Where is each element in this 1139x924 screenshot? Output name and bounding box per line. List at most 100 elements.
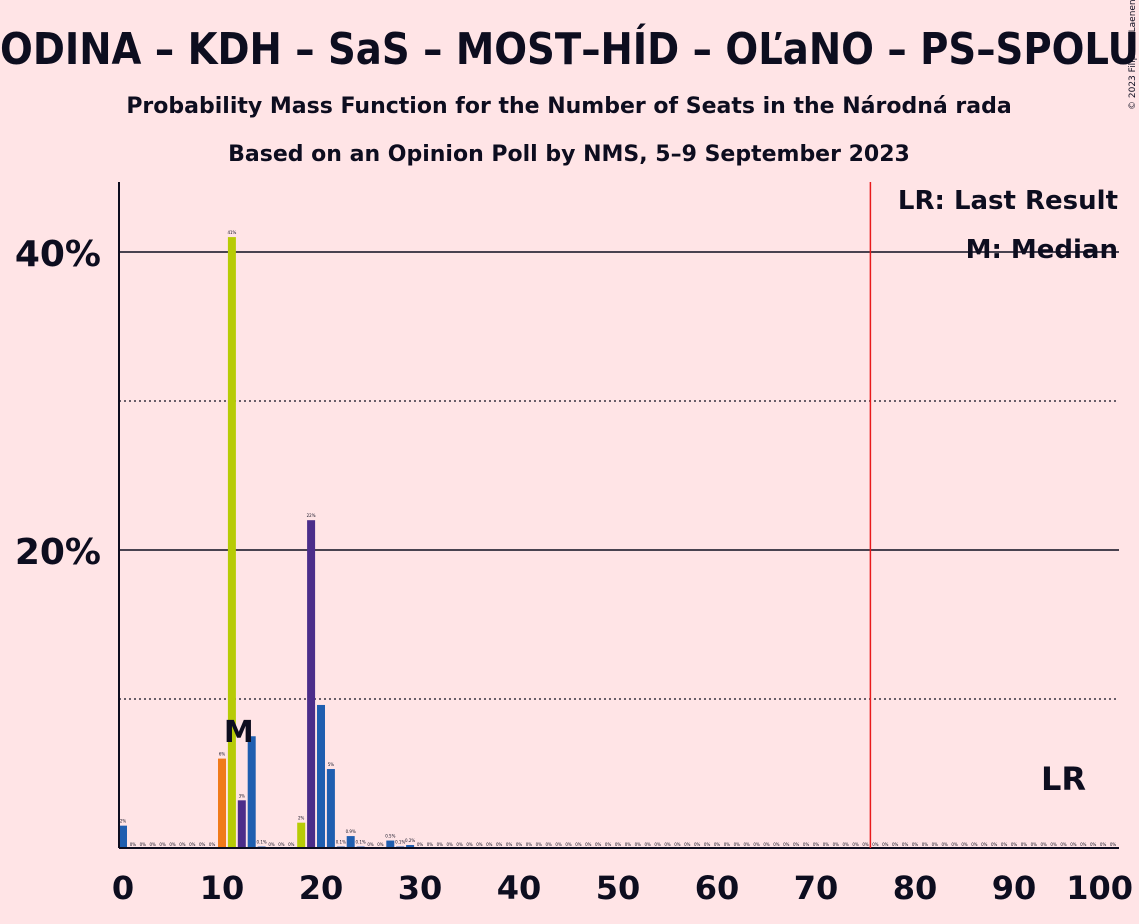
y-tick-label: 20% <box>15 532 101 573</box>
zero-data-label: 0% <box>447 842 454 847</box>
zero-data-label: 0% <box>209 842 216 847</box>
zero-data-label: 0% <box>437 842 444 847</box>
x-tick-label: 40 <box>497 869 542 907</box>
bar-data-label: 5% <box>328 762 335 767</box>
zero-data-label: 0% <box>268 842 275 847</box>
seat-bar <box>237 800 246 848</box>
seat-bar <box>119 825 127 848</box>
seat-bar <box>406 845 415 848</box>
zero-data-label: 0% <box>872 842 879 847</box>
zero-data-label: 0% <box>130 842 137 847</box>
x-tick-label: 100 <box>1066 869 1133 907</box>
x-tick-label: 20 <box>299 869 344 907</box>
seat-bar <box>227 237 236 849</box>
bar-data-label: 0.1% <box>395 840 405 845</box>
zero-data-label: 0% <box>862 842 869 847</box>
zero-data-label: 0% <box>833 842 840 847</box>
zero-data-label: 0% <box>189 842 196 847</box>
zero-data-label: 0% <box>664 842 671 847</box>
zero-data-label: 0% <box>1090 842 1097 847</box>
zero-data-label: 0% <box>744 842 751 847</box>
zero-data-label: 0% <box>654 842 661 847</box>
legend-median: M: Median <box>966 235 1118 265</box>
zero-data-label: 0% <box>150 842 157 847</box>
zero-data-label: 0% <box>565 842 572 847</box>
zero-data-label: 0% <box>288 842 295 847</box>
bar-data-label: 2% <box>298 816 305 821</box>
x-tick-label: 30 <box>398 869 443 907</box>
zero-data-label: 0% <box>1070 842 1077 847</box>
zero-data-label: 0% <box>981 842 988 847</box>
zero-data-label: 0% <box>843 842 850 847</box>
seat-bar <box>317 704 325 848</box>
zero-data-label: 0% <box>546 842 553 847</box>
x-tick-labels: 0 10 20 30 40 50 60 70 80 90 100 <box>112 869 1133 907</box>
zero-data-label: 0% <box>694 842 701 847</box>
zero-data-label: 0% <box>526 842 533 847</box>
gridlines <box>119 251 1119 700</box>
zero-data-label: 0% <box>773 842 780 847</box>
median-marker: M <box>224 715 254 750</box>
bar-data-label: 41% <box>227 230 236 235</box>
bar-data-label: 0.1% <box>356 840 366 845</box>
x-tick-label: 80 <box>893 869 938 907</box>
zero-data-label: 0% <box>991 842 998 847</box>
zero-data-label: 0% <box>575 842 582 847</box>
copyright-text: © 2023 Filip van Laenen <box>1128 0 1138 110</box>
zero-data-label: 0% <box>753 842 760 847</box>
bar-data-label: 3% <box>239 793 246 798</box>
zero-data-label: 0% <box>882 842 889 847</box>
seat-bar <box>297 822 306 848</box>
zero-data-label: 0% <box>159 842 166 847</box>
bar-data-labels: 2%6%41%3%0.1%2%22%5%0.1%0.9%0.1%0.5%0.1%… <box>120 230 416 844</box>
zero-data-label: 0% <box>1031 842 1038 847</box>
zero-data-label: 0% <box>466 842 473 847</box>
seat-bar <box>247 736 256 848</box>
zero-data-label: 0% <box>1050 842 1057 847</box>
chart-subtitle-poll: Based on an Opinion Poll by NMS, 5–9 Sep… <box>228 142 910 167</box>
last-result-marker: LR <box>1041 760 1086 798</box>
zero-data-label: 0% <box>377 842 384 847</box>
zero-data-label: 0% <box>1001 842 1008 847</box>
zero-data-label: 0% <box>961 842 968 847</box>
zero-data-label: 0% <box>684 842 691 847</box>
zero-data-label: 0% <box>1110 842 1117 847</box>
x-tick-label: 50 <box>596 869 641 907</box>
zero-data-label: 0% <box>823 842 830 847</box>
zero-data-label: 0% <box>367 842 374 847</box>
zero-data-label: 0% <box>140 842 147 847</box>
seat-bar <box>218 758 226 848</box>
zero-data-label: 0% <box>1041 842 1048 847</box>
zero-data-label: 0% <box>179 842 186 847</box>
bar-data-label: 0.2% <box>405 838 415 843</box>
zero-data-label: 0% <box>555 842 562 847</box>
zero-data-label: 0% <box>763 842 770 847</box>
zero-data-label: 0% <box>427 842 434 847</box>
zero-data-label: 0% <box>496 842 503 847</box>
zero-data-label: 0% <box>734 842 741 847</box>
zero-data-label: 0% <box>932 842 939 847</box>
chart-subtitle: Probability Mass Function for the Number… <box>126 94 1011 119</box>
zero-data-label: 0% <box>803 842 810 847</box>
zero-data-label: 0% <box>704 842 711 847</box>
zero-data-label: 0% <box>942 842 949 847</box>
zero-data-label: 0% <box>635 842 642 847</box>
zero-data-label: 0% <box>645 842 652 847</box>
bar-data-label: 0.1% <box>336 840 346 845</box>
y-tick-labels: 20% 40% <box>15 234 101 573</box>
x-tick-label: 90 <box>992 869 1037 907</box>
zero-data-label: 0% <box>1100 842 1107 847</box>
zero-data-label: 0% <box>724 842 731 847</box>
zero-data-label: 0% <box>456 842 463 847</box>
zero-data-label: 0% <box>536 842 543 847</box>
x-tick-label: 70 <box>794 869 839 907</box>
seat-bar <box>307 520 316 848</box>
zero-data-label: 0% <box>951 842 958 847</box>
zero-data-label: 0% <box>971 842 978 847</box>
zero-data-label: 0% <box>605 842 612 847</box>
x-tick-label: 10 <box>200 869 245 907</box>
zero-data-label: 0% <box>1011 842 1018 847</box>
zero-data-label: 0% <box>813 842 820 847</box>
zero-data-label: 0% <box>595 842 602 847</box>
zero-data-label: 0% <box>1080 842 1087 847</box>
